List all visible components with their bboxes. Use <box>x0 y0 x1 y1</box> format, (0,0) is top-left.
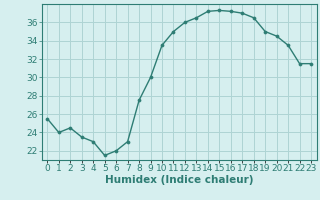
X-axis label: Humidex (Indice chaleur): Humidex (Indice chaleur) <box>105 175 253 185</box>
